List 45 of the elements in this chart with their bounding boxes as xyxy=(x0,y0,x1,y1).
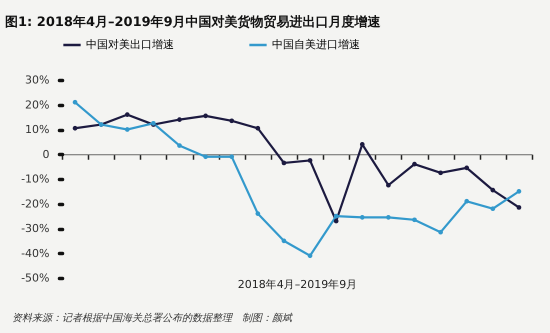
point xyxy=(203,154,208,160)
point xyxy=(282,160,286,166)
point xyxy=(282,238,286,244)
point xyxy=(177,143,182,148)
point xyxy=(72,126,78,131)
point xyxy=(308,158,312,163)
y-tick-label: 10% xyxy=(25,123,50,136)
point xyxy=(438,170,443,176)
x-axis-title: 2018年4月–2019年9月 xyxy=(238,278,358,291)
point xyxy=(360,215,365,220)
point xyxy=(255,211,260,216)
point xyxy=(412,217,417,222)
legend-label: 中国对美出口增速 xyxy=(86,38,174,51)
legend-label: 中国自美进口增速 xyxy=(272,38,360,51)
point xyxy=(255,126,260,131)
y-tick-label: -40% xyxy=(21,246,50,260)
point xyxy=(438,230,443,235)
point xyxy=(229,154,234,160)
point xyxy=(386,182,391,188)
point xyxy=(386,215,391,220)
chart-title: 图1: 2018年4月–2019年9月中国对美货物贸易进出口月度增速 xyxy=(5,14,382,30)
y-tick-label: -50% xyxy=(21,272,50,284)
y-tick-label: 20% xyxy=(25,98,50,112)
point xyxy=(334,218,339,224)
y-tick-label: -30% xyxy=(21,222,50,235)
point xyxy=(72,100,78,105)
point xyxy=(334,214,339,218)
point xyxy=(464,166,470,170)
y-tick-label: 30% xyxy=(25,74,50,86)
point xyxy=(203,114,208,118)
point xyxy=(464,198,470,204)
point xyxy=(490,206,496,212)
point xyxy=(229,118,234,124)
point xyxy=(490,188,496,192)
point xyxy=(412,162,417,166)
y-tick-label: -10% xyxy=(21,172,50,186)
point xyxy=(124,127,130,132)
point xyxy=(308,253,312,258)
y-tick-label: -20% xyxy=(21,197,50,210)
point xyxy=(516,205,522,210)
point xyxy=(124,112,130,117)
text: 资料来源：记者根据中国海关总署公布的数据整理 制图：颜斌 xyxy=(12,312,293,324)
y-tick-label: 0 xyxy=(42,148,50,161)
point xyxy=(516,189,522,194)
point xyxy=(177,117,182,122)
